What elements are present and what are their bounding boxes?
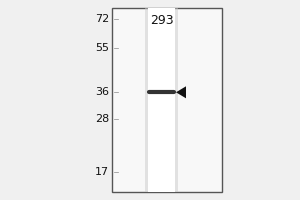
Bar	[175, 8, 178, 192]
Text: 17: 17	[95, 167, 109, 177]
Text: 293: 293	[150, 14, 173, 27]
Text: 72: 72	[95, 14, 109, 24]
Polygon shape	[176, 86, 186, 98]
Text: 55: 55	[95, 43, 109, 53]
Text: 36: 36	[95, 87, 109, 97]
Bar	[148, 8, 175, 192]
Text: 28: 28	[95, 114, 109, 124]
Bar	[112, 8, 222, 192]
Bar	[145, 8, 148, 192]
